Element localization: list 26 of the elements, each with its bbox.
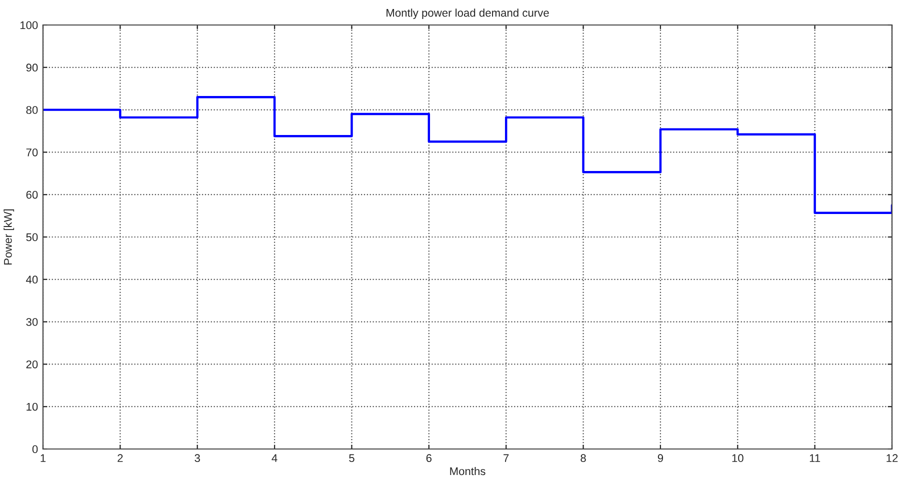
chart-title: Montly power load demand curve	[386, 8, 549, 19]
y-tick-label: 60	[26, 190, 38, 199]
x-tick-label: 5	[349, 454, 354, 462]
x-tick-label: 2	[118, 454, 123, 462]
x-tick-label: 9	[658, 454, 664, 462]
y-tick-label: 100	[20, 21, 38, 30]
y-tick-label: 20	[26, 360, 38, 368]
x-tick-label: 6	[426, 454, 432, 462]
y-axis-title: Power [kW]	[4, 209, 14, 264]
x-axis-title: Months	[450, 466, 486, 476]
x-tick-label: 7	[504, 454, 509, 462]
y-tick-label: 40	[26, 276, 38, 284]
x-tick-label: 1	[40, 454, 46, 462]
y-tick-label: 0	[32, 445, 38, 454]
y-tick-label: 30	[26, 318, 38, 326]
x-tick-label: 8	[580, 454, 586, 462]
x-tick-label: 10	[732, 454, 744, 462]
y-tick-label: 90	[26, 64, 38, 72]
y-tick-label: 70	[26, 148, 38, 156]
x-tick-label: 3	[194, 454, 200, 462]
x-tick-label: 11	[810, 454, 820, 462]
y-tick-label: 80	[26, 106, 38, 114]
x-tick-label: 12	[886, 454, 898, 462]
y-tick-label: 50	[26, 233, 38, 242]
y-tick-label: 10	[26, 402, 38, 411]
x-tick-label: 4	[272, 454, 278, 462]
